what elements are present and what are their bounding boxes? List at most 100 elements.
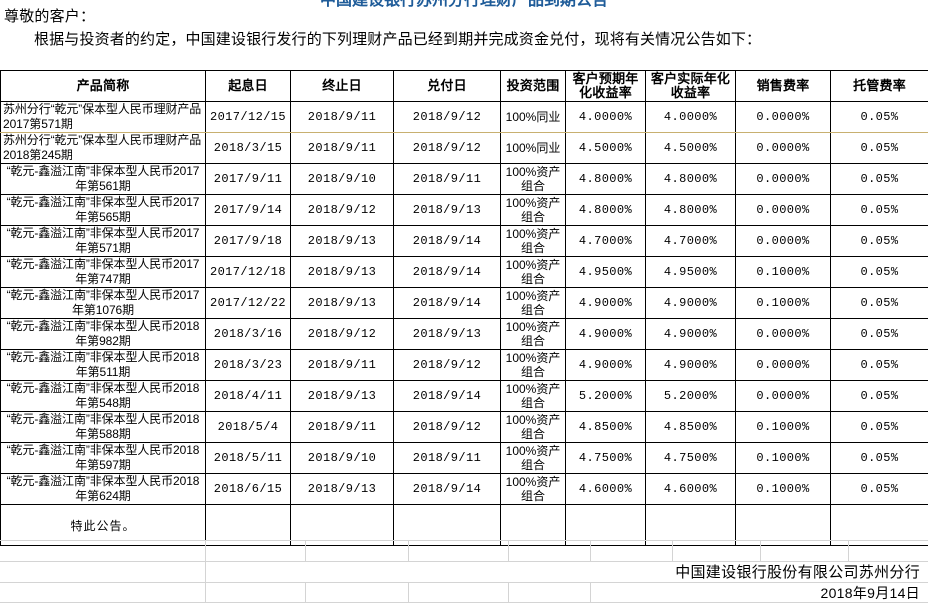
cell-custody-fee: 0.05%	[830, 349, 928, 381]
table-row: “乾元-鑫溢江南”非保本型人民币2018年第982期 2018/3/16 2018/…	[0, 318, 928, 350]
cell-pay-date: 2018/9/11	[393, 163, 501, 195]
closing-text: 特此公告。	[0, 504, 206, 546]
cell-start-date: 2018/3/23	[205, 349, 291, 381]
cell-scope: 100%资产组合	[500, 225, 566, 257]
cell-actual-rate: 4.8500%	[645, 411, 736, 443]
cell-sales-fee: 0.0000%	[735, 349, 831, 381]
cell-end-date: 2018/9/10	[290, 442, 394, 474]
grid-vline-4b	[508, 582, 509, 603]
grid-vline-1	[205, 540, 206, 603]
cell-expected-rate: 4.9000%	[565, 318, 646, 350]
cell-sales-fee: 0.1000%	[735, 411, 831, 443]
closing-filler-5	[565, 504, 646, 546]
cell-custody-fee: 0.05%	[830, 380, 928, 412]
closing-filler-2	[290, 504, 394, 546]
cell-expected-rate: 4.8000%	[565, 194, 646, 226]
cell-pay-date: 2018/9/14	[393, 256, 501, 288]
cell-end-date: 2018/9/11	[290, 132, 394, 164]
cell-pay-date: 2018/9/11	[393, 442, 501, 474]
cell-scope: 100%同业	[500, 132, 566, 164]
grid-vline-5b	[590, 582, 591, 603]
cell-pay-date: 2018/9/14	[393, 380, 501, 412]
cell-start-date: 2018/5/4	[205, 411, 291, 443]
cell-start-date: 2017/9/11	[205, 163, 291, 195]
cell-expected-rate: 4.8500%	[565, 411, 646, 443]
cell-scope: 100%资产组合	[500, 349, 566, 381]
cell-custody-fee: 0.05%	[830, 132, 928, 164]
cell-sales-fee: 0.0000%	[735, 194, 831, 226]
table-row: “乾元-鑫溢江南”非保本型人民币2018年第588期 2018/5/4 2018/9…	[0, 411, 928, 443]
cell-product: “乾元-鑫溢江南”非保本型人民币2018年第597期	[0, 442, 206, 474]
cell-custody-fee: 0.05%	[830, 318, 928, 350]
table-header-row: 产品简称 起息日 终止日 兑付日 投资范围 客户预期年化收益率 客户实际年化收益…	[0, 70, 928, 102]
grid-vline-8	[848, 540, 849, 561]
table-row: “乾元-鑫溢江南”非保本型人民币2017年第747期 2017/12/18 2018…	[0, 256, 928, 288]
cell-pay-date: 2018/9/13	[393, 318, 501, 350]
cell-scope: 100%同业	[500, 101, 566, 133]
grid-hline-2	[0, 561, 928, 562]
cell-expected-rate: 5.2000%	[565, 380, 646, 412]
cell-custody-fee: 0.05%	[830, 194, 928, 226]
cell-scope: 100%资产组合	[500, 473, 566, 505]
closing-filler-4	[500, 504, 566, 546]
grid-vline-2b	[305, 582, 306, 603]
column-header-expected-rate: 客户预期年化收益率	[565, 70, 646, 102]
closing-filler-6	[645, 504, 736, 546]
cell-start-date: 2018/4/11	[205, 380, 291, 412]
cell-pay-date: 2018/9/12	[393, 132, 501, 164]
salutation-text: 尊敬的客户：	[4, 9, 96, 25]
cell-scope: 100%资产组合	[500, 256, 566, 288]
cell-expected-rate: 4.5000%	[565, 132, 646, 164]
cell-scope: 100%资产组合	[500, 194, 566, 226]
cell-end-date: 2018/9/11	[290, 411, 394, 443]
cell-end-date: 2018/9/11	[290, 101, 394, 133]
table-row: “乾元-鑫溢江南”非保本型人民币2017年第561期 2017/9/11 2018/…	[0, 163, 928, 195]
closing-filler-7	[735, 504, 831, 546]
cell-custody-fee: 0.05%	[830, 225, 928, 257]
grid-vline-3	[408, 540, 409, 561]
cell-start-date: 2017/9/14	[205, 194, 291, 226]
column-header-actual-rate: 客户实际年化收益率	[645, 70, 736, 102]
cell-end-date: 2018/9/13	[290, 380, 394, 412]
cell-start-date: 2018/3/15	[205, 132, 291, 164]
document-title-strip: 中国建设银行苏州分行理财产品到期公告	[0, 0, 928, 9]
cell-product: 苏州分行“乾元”保本型人民币理财产品2017第571期	[0, 101, 206, 133]
grid-hline-3	[0, 582, 928, 583]
cell-sales-fee: 0.0000%	[735, 101, 831, 133]
cell-custody-fee: 0.05%	[830, 163, 928, 195]
table-row: 苏州分行“乾元”保本型人民币理财产品2018第245期 2018/3/15 2018…	[0, 132, 928, 164]
cell-pay-date: 2018/9/12	[393, 349, 501, 381]
cell-actual-rate: 4.9000%	[645, 318, 736, 350]
column-header-pay-date: 兑付日	[393, 70, 501, 102]
cell-custody-fee: 0.05%	[830, 411, 928, 443]
table-row: 苏州分行“乾元”保本型人民币理财产品2017第571期 2017/12/15 201…	[0, 101, 928, 133]
cell-product: “乾元-鑫溢江南”非保本型人民币2017年第571期	[0, 225, 206, 257]
cell-start-date: 2018/5/11	[205, 442, 291, 474]
cell-scope: 100%资产组合	[500, 411, 566, 443]
column-header-scope: 投资范围	[500, 70, 566, 102]
cell-pay-date: 2018/9/12	[393, 411, 501, 443]
cell-actual-rate: 4.8000%	[645, 194, 736, 226]
cell-sales-fee: 0.0000%	[735, 318, 831, 350]
table-row: “乾元-鑫溢江南”非保本型人民币2017年第1076期 2017/12/22 201…	[0, 287, 928, 319]
cell-scope: 100%资产组合	[500, 442, 566, 474]
cell-sales-fee: 0.1000%	[735, 442, 831, 474]
cell-end-date: 2018/9/13	[290, 473, 394, 505]
cell-sales-fee: 0.1000%	[735, 473, 831, 505]
cell-product: “乾元-鑫溢江南”非保本型人民币2017年第1076期	[0, 287, 206, 319]
cell-product: “乾元-鑫溢江南”非保本型人民币2017年第561期	[0, 163, 206, 195]
cell-end-date: 2018/9/12	[290, 194, 394, 226]
column-header-end-date: 终止日	[290, 70, 394, 102]
cell-start-date: 2017/12/15	[205, 101, 291, 133]
cell-end-date: 2018/9/13	[290, 256, 394, 288]
page-title: 中国建设银行苏州分行理财产品到期公告	[319, 0, 608, 9]
cell-expected-rate: 4.7500%	[565, 442, 646, 474]
cell-actual-rate: 4.9500%	[645, 256, 736, 288]
products-table: 产品简称 起息日 终止日 兑付日 投资范围 客户预期年化收益率 客户实际年化收益…	[0, 70, 928, 546]
cell-scope: 100%资产组合	[500, 287, 566, 319]
cell-start-date: 2017/9/18	[205, 225, 291, 257]
cell-start-date: 2018/3/16	[205, 318, 291, 350]
cell-pay-date: 2018/9/14	[393, 287, 501, 319]
table-row: “乾元-鑫溢江南”非保本型人民币2017年第565期 2017/9/14 2018/…	[0, 194, 928, 226]
cell-custody-fee: 0.05%	[830, 101, 928, 133]
